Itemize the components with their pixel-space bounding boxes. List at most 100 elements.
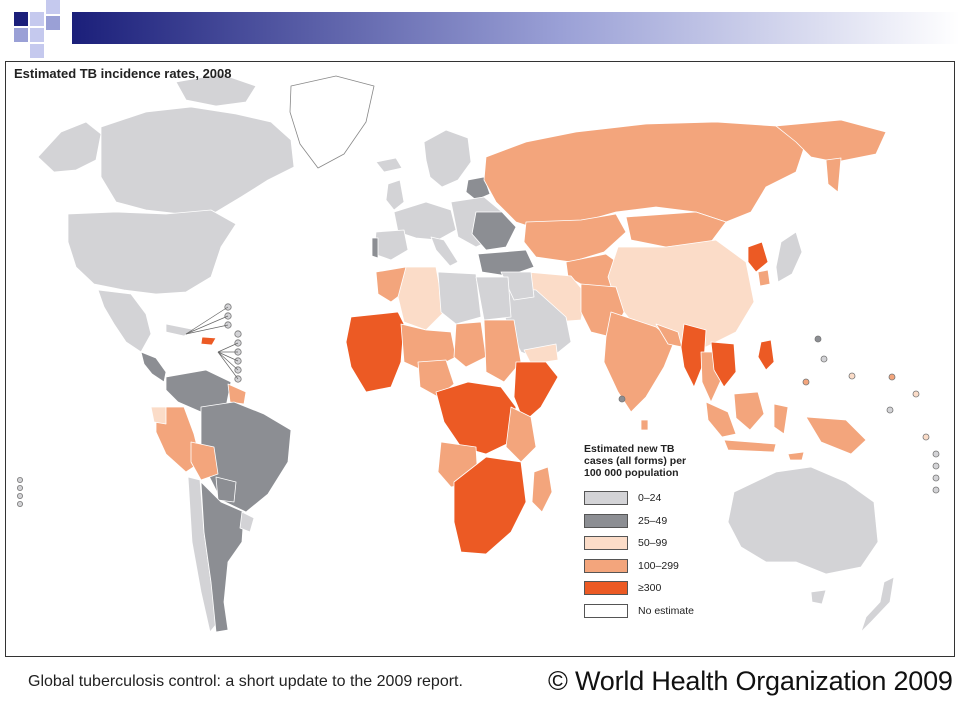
legend-label: 100–299 bbox=[638, 559, 679, 572]
island-marker bbox=[848, 372, 856, 380]
region-kazakhstan bbox=[523, 213, 627, 263]
region-sri-lanka bbox=[640, 419, 649, 431]
region-portugal bbox=[371, 237, 379, 259]
region-algeria bbox=[397, 266, 445, 331]
region-iberia bbox=[373, 229, 409, 261]
region-new-zealand bbox=[860, 576, 895, 633]
island-marker bbox=[932, 450, 940, 458]
legend-item: No estimate bbox=[584, 600, 764, 623]
legend-item: 50–99 bbox=[584, 532, 764, 555]
legend-item: ≥300 bbox=[584, 577, 764, 600]
deco-square bbox=[46, 0, 60, 14]
region-indochina bbox=[710, 341, 737, 388]
region-australia bbox=[727, 466, 879, 575]
deco-square bbox=[30, 28, 44, 42]
slide-caption: Global tuberculosis control: a short upd… bbox=[28, 673, 463, 690]
region-timor bbox=[787, 451, 805, 461]
island-marker bbox=[820, 355, 828, 363]
region-horn-of-africa bbox=[513, 361, 559, 423]
island-marker bbox=[888, 373, 896, 381]
region-kamchatka bbox=[825, 157, 842, 193]
legend-label: 0–24 bbox=[638, 492, 662, 505]
region-north-korea bbox=[747, 241, 769, 273]
region-borneo bbox=[733, 391, 765, 431]
island-marker bbox=[932, 474, 940, 482]
region-java bbox=[723, 439, 777, 453]
legend-swatch bbox=[584, 581, 628, 596]
map-title: Estimated TB incidence rates, 2008 bbox=[14, 66, 232, 81]
region-yemen bbox=[523, 343, 559, 365]
region-madagascar bbox=[531, 466, 553, 513]
legend-label: ≥300 bbox=[638, 582, 662, 595]
island-marker bbox=[16, 500, 23, 507]
legend-label: 50–99 bbox=[638, 537, 668, 550]
deco-square bbox=[30, 44, 44, 58]
island-marker bbox=[16, 476, 23, 483]
deco-square bbox=[14, 28, 28, 42]
region-myanmar bbox=[680, 323, 707, 388]
map-frame: Estimated TB incidence rates, 2008 Estim… bbox=[5, 61, 955, 657]
region-sudan bbox=[483, 319, 522, 383]
deco-square bbox=[30, 12, 44, 26]
legend-item: 25–49 bbox=[584, 510, 764, 533]
legend-swatch bbox=[584, 558, 628, 573]
region-bolivia bbox=[190, 441, 219, 481]
region-sulawesi bbox=[773, 403, 789, 435]
island-marker bbox=[932, 462, 940, 470]
legend-swatch bbox=[584, 513, 628, 528]
region-russia bbox=[483, 121, 807, 233]
region-uruguay bbox=[239, 511, 255, 533]
legend-swatch bbox=[584, 491, 628, 506]
region-central-america bbox=[140, 351, 167, 383]
world-map bbox=[16, 73, 940, 633]
legend-item: 100–299 bbox=[584, 555, 764, 578]
legend-item: 0–24 bbox=[584, 487, 764, 510]
region-japan bbox=[775, 231, 803, 283]
legend-title-line: Estimated new TB bbox=[584, 443, 675, 455]
region-italy bbox=[430, 236, 459, 267]
region-argentina bbox=[200, 481, 245, 633]
region-alaska bbox=[37, 121, 102, 173]
deco-square bbox=[14, 12, 28, 26]
region-chad bbox=[453, 321, 487, 368]
region-greenland bbox=[289, 75, 375, 169]
region-philippines bbox=[757, 339, 775, 371]
region-southern-africa bbox=[453, 456, 527, 555]
island-marker bbox=[912, 390, 920, 398]
region-romania-ukraine bbox=[471, 211, 517, 251]
region-east-africa bbox=[505, 406, 537, 463]
island-marker bbox=[932, 486, 940, 494]
island-marker bbox=[886, 406, 894, 414]
region-malaysia-sumatra bbox=[705, 401, 737, 438]
region-iceland bbox=[375, 157, 403, 173]
region-scandinavia bbox=[423, 129, 472, 188]
legend-title-line: cases (all forms) per bbox=[584, 455, 687, 467]
deco-gradient-bar bbox=[72, 12, 960, 44]
island-marker bbox=[16, 484, 23, 491]
region-tasmania bbox=[810, 589, 827, 605]
region-arctic-islands bbox=[175, 73, 257, 107]
region-south-korea bbox=[757, 269, 771, 287]
region-turkey bbox=[477, 249, 535, 277]
island-marker bbox=[814, 335, 822, 343]
island-marker bbox=[802, 378, 810, 386]
legend-swatch bbox=[584, 536, 628, 551]
region-cuba bbox=[165, 323, 197, 337]
legend-title-line: 100 000 population bbox=[584, 467, 679, 479]
deco-square bbox=[46, 16, 60, 30]
legend-label: 25–49 bbox=[638, 514, 668, 527]
region-west-africa bbox=[345, 311, 405, 393]
region-new-guinea bbox=[805, 416, 867, 455]
island-marker bbox=[234, 330, 242, 338]
copyright-notice: © World Health Organization 2009 bbox=[548, 666, 953, 696]
region-libya bbox=[437, 271, 482, 325]
region-ecuador bbox=[150, 406, 167, 425]
island-marker bbox=[16, 492, 23, 499]
legend-title: Estimated new TB cases (all forms) per 1… bbox=[584, 443, 764, 479]
region-canada bbox=[100, 106, 295, 215]
region-guianas bbox=[227, 383, 247, 405]
region-egypt bbox=[475, 276, 512, 321]
region-usa bbox=[67, 209, 237, 295]
region-uk bbox=[385, 179, 405, 211]
region-russia-far-east bbox=[775, 119, 887, 163]
